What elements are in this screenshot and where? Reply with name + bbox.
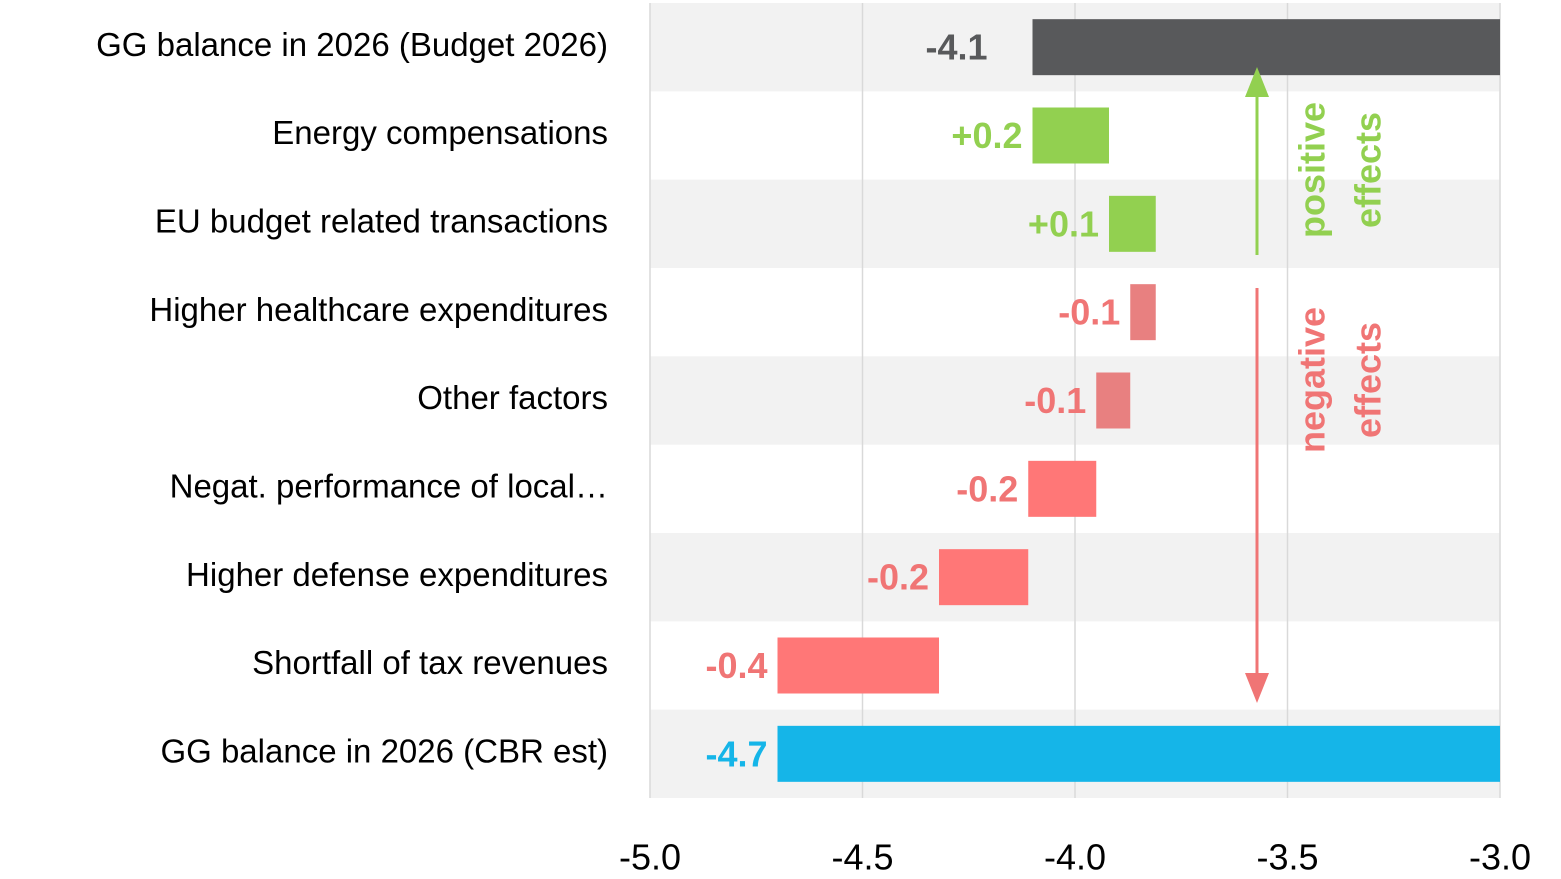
x-tick-label: -3.5 bbox=[1256, 837, 1318, 878]
value-label: +0.1 bbox=[1028, 203, 1099, 244]
category-label: EU budget related transactions bbox=[155, 203, 608, 240]
value-label: -0.2 bbox=[867, 557, 929, 598]
value-label: -0.1 bbox=[1058, 292, 1120, 333]
bar bbox=[777, 725, 1500, 782]
value-label: +0.2 bbox=[951, 115, 1022, 156]
bar bbox=[777, 637, 939, 694]
x-tick-label: -4.0 bbox=[1044, 837, 1106, 878]
value-label: -4.1 bbox=[925, 27, 987, 68]
bar bbox=[1032, 19, 1500, 76]
category-label: Higher healthcare expenditures bbox=[149, 291, 608, 328]
annotation: effects bbox=[1348, 322, 1389, 438]
bar bbox=[1096, 372, 1131, 429]
x-tick-label: -5.0 bbox=[619, 837, 681, 878]
category-label: Shortfall of tax revenues bbox=[252, 644, 608, 681]
bars bbox=[777, 19, 1500, 782]
category-label: Energy compensations bbox=[272, 114, 608, 151]
category-label: Higher defense expenditures bbox=[186, 556, 608, 593]
value-label: -0.1 bbox=[1024, 380, 1086, 421]
x-tick-label: -4.5 bbox=[831, 837, 893, 878]
bar bbox=[1109, 195, 1156, 252]
bar bbox=[939, 549, 1029, 606]
value-label: -0.2 bbox=[956, 468, 1018, 509]
value-label: -0.4 bbox=[705, 645, 767, 686]
category-label: GG balance in 2026 (Budget 2026) bbox=[96, 26, 608, 63]
annotation: effects bbox=[1348, 112, 1389, 228]
bar bbox=[1130, 284, 1156, 341]
annotation: negative bbox=[1292, 307, 1333, 453]
annotation: positive bbox=[1292, 102, 1333, 238]
bar bbox=[1032, 107, 1109, 164]
x-tick-label: -3.0 bbox=[1469, 837, 1531, 878]
category-label: Other factors bbox=[417, 379, 608, 416]
category-label: Negat. performance of local… bbox=[170, 468, 608, 505]
bar bbox=[1028, 460, 1097, 517]
value-label: -4.7 bbox=[705, 733, 767, 774]
category-label: GG balance in 2026 (CBR est) bbox=[160, 733, 608, 770]
